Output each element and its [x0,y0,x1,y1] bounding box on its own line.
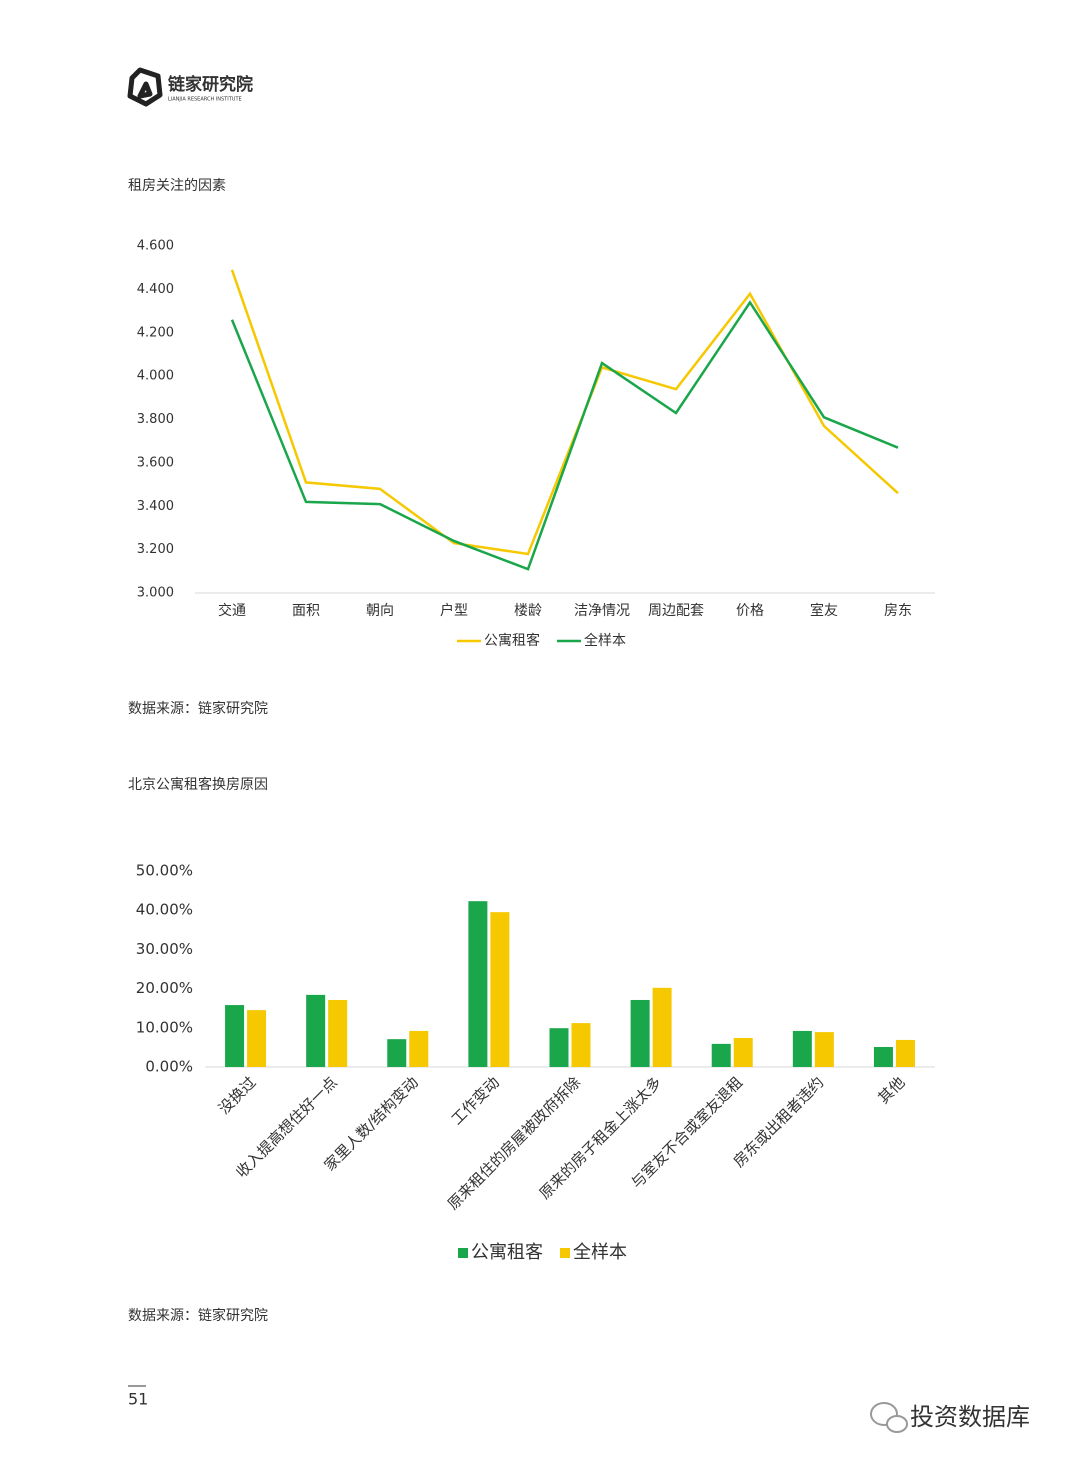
x-tick-label: 朝向 [366,603,394,619]
y-tick-label: 0.00% [145,1058,193,1076]
legend-swatch [560,1248,570,1258]
y-tick-label: 10.00% [136,1018,193,1036]
y-tick-label: 3.600 [137,455,174,470]
y-tick-label: 4.000 [137,369,174,384]
x-tick-label: 交通 [218,602,246,619]
legend-label: 公寓租客 [484,632,540,649]
legend-label: 全样本 [584,632,626,649]
page-number: 51 [128,1390,148,1409]
bar [733,1037,753,1067]
bar [387,1039,407,1067]
wechat-icon [870,1402,908,1433]
x-tick-label: 房东 [884,603,912,619]
x-tick-label: 其他 [875,1073,909,1107]
x-tick-label: 没换过 [215,1073,260,1118]
chart-title: 租房关注的因素 [128,178,226,194]
source-note: 数据来源：链家研究院 [128,700,268,717]
y-tick-label: 20.00% [136,979,193,997]
y-tick-label: 30.00% [136,940,193,958]
bar [814,1032,834,1067]
bar [652,987,672,1067]
legend-label: 公寓租客 [471,1242,543,1263]
x-tick-label: 周边配套 [648,603,704,619]
x-tick-label: 房东或出租者违约 [730,1073,828,1171]
logo-text: 链家研究院 [168,74,253,95]
series-line [230,300,899,571]
legend-label: 全样本 [573,1242,627,1263]
x-tick-label: 工作变动 [448,1073,503,1128]
series-line [230,269,899,556]
bar [328,999,348,1067]
bar [490,912,510,1067]
bar [630,999,650,1067]
y-tick-label: 4.400 [137,282,174,297]
bar [468,901,488,1067]
bar [247,1010,267,1067]
bar [549,1028,569,1067]
y-tick-label: 40.00% [136,901,193,919]
x-tick-label: 室友 [810,602,838,619]
y-tick-label: 4.200 [137,325,174,340]
x-tick-label: 面积 [292,603,320,619]
y-tick-label: 4.600 [137,239,174,254]
bar [873,1047,893,1067]
logo-mark [127,67,163,107]
bar [225,1005,245,1067]
bar [792,1030,812,1067]
source-note: 数据来源：链家研究院 [128,1307,268,1324]
bar [895,1039,915,1067]
bar [711,1043,731,1067]
x-tick-label: 原来租住的房屋被政府拆除 [444,1073,584,1213]
bar [306,994,326,1067]
bar [571,1023,591,1067]
y-tick-label: 3.800 [137,412,174,427]
y-tick-label: 50.00% [136,862,193,880]
chart-title: 北京公寓租客换房原因 [128,776,268,793]
watermark: 投资数据库 [910,1403,1030,1431]
y-tick-label: 3.200 [137,542,174,557]
x-tick-label: 洁净情况 [574,603,630,619]
logo-subtext: LIANJIA RESEARCH INSTITUTE [168,97,242,103]
x-tick-label: 楼龄 [514,603,542,619]
x-tick-label: 户型 [440,602,468,619]
legend-swatch [458,1248,468,1258]
x-tick-label: 价格 [736,603,764,619]
logo [127,67,163,107]
bar [409,1030,429,1067]
y-tick-label: 3.400 [137,499,174,514]
y-tick-label: 3.000 [137,586,174,601]
